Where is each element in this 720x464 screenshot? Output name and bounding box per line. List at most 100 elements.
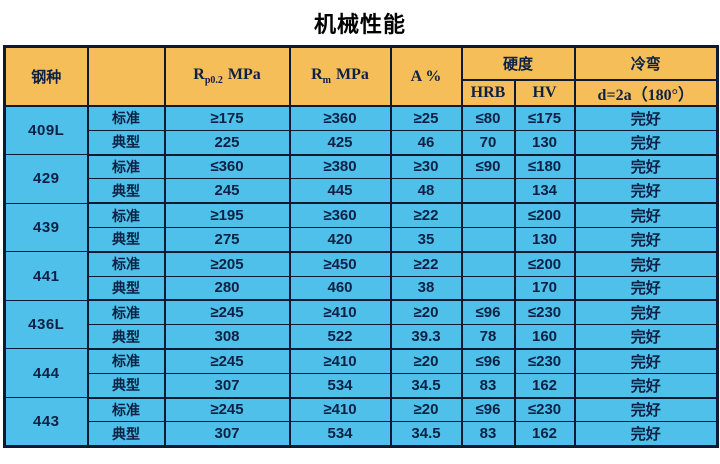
hrb-cell: 78	[460, 324, 516, 350]
hv-cell: ≤200	[513, 202, 576, 228]
table-row: 典型 308 522 39.3 78 160 完好	[5, 324, 719, 350]
rm-cell: 420	[288, 226, 392, 253]
rp02-cell: ≤360	[163, 154, 291, 180]
hv-cell: 162	[513, 421, 576, 448]
steel-grade-cell: 436L	[3, 299, 89, 350]
elongation-cell: 35	[389, 226, 463, 253]
cold-bend-cell: 完好	[573, 372, 719, 399]
rm-cell: ≥410	[288, 397, 392, 423]
header-row-top: 钢种 Rp0.2 MPa Rm MPa A % 硬度 冷弯	[3, 46, 719, 107]
table-row: 409L 标准 ≥175 ≥360 ≥25 ≤80 ≤175 完好	[3, 105, 719, 156]
row-type-cell: 典型	[86, 178, 166, 205]
row-type-cell: 标准	[86, 397, 166, 423]
row-type-cell: 典型	[86, 275, 166, 302]
cold-bend-cell: 完好	[573, 226, 719, 253]
hrb-cell: 70	[460, 129, 516, 156]
elongation-cell: ≥20	[389, 397, 463, 423]
hv-cell: 170	[513, 275, 576, 302]
rp02-cell: ≥245	[163, 397, 291, 423]
rm-cell: 522	[288, 324, 392, 350]
header-cold-bend: 冷弯	[573, 46, 719, 81]
rp02-cell: ≥175	[163, 105, 291, 131]
row-type-cell: 标准	[86, 202, 166, 228]
cold-bend-cell: 完好	[573, 251, 719, 277]
hrb-cell: 83	[460, 421, 516, 448]
elongation-cell: 34.5	[389, 372, 463, 399]
table-row: 439 标准 ≥195 ≥360 ≥22 ≤200 完好	[3, 202, 719, 253]
row-type-cell: 标准	[86, 154, 166, 180]
hrb-cell: 83	[460, 372, 516, 399]
elongation-cell: ≥22	[389, 202, 463, 228]
steel-grade-cell: 409L	[3, 105, 89, 156]
row-type-cell: 标准	[86, 105, 166, 131]
steel-grade-cell: 444	[3, 348, 89, 399]
rp02-cell: 307	[163, 372, 291, 399]
header-steel-grade: 钢种	[3, 46, 89, 107]
rp02-cell: 275	[163, 226, 291, 253]
rp02-cell: 307	[163, 421, 291, 448]
hv-cell: 134	[513, 178, 576, 205]
table-row: 429 标准 ≤360 ≥380 ≥30 ≤90 ≤180 完好	[3, 154, 719, 204]
table-row: 441 标准 ≥205 ≥450 ≥22 ≤200 完好	[3, 251, 719, 301]
table-row: 典型 225 425 46 70 130 完好	[5, 129, 719, 156]
rp02-label: Rp0.2 MPa	[193, 66, 261, 87]
cold-bend-cell: 完好	[573, 275, 719, 302]
header-cold-bend-detail: d=2a（180°）	[573, 79, 719, 107]
hrb-cell	[460, 251, 516, 277]
table-header: 钢种 Rp0.2 MPa Rm MPa A % 硬度 冷弯 HRB HV d=2a（…	[3, 46, 719, 107]
steel-grade-cell: 439	[3, 202, 89, 253]
page-title: 机械性能	[313, 12, 406, 37]
rp02-cell: 225	[163, 129, 291, 156]
header-rp02: Rp0.2 MPa	[163, 46, 291, 107]
elongation-cell: 39.3	[389, 324, 463, 350]
row-type-cell: 标准	[86, 251, 166, 277]
hrb-cell: ≤90	[460, 154, 516, 180]
rm-cell: ≥360	[288, 105, 392, 131]
cold-bend-cell: 完好	[573, 129, 719, 156]
header-row-sub: HRB HV d=2a（180°）	[5, 79, 719, 107]
elongation-cell: ≥25	[389, 105, 463, 131]
rm-cell: ≥410	[288, 299, 392, 326]
elongation-cell: ≥20	[389, 348, 463, 374]
cold-bend-cell: 完好	[573, 348, 719, 374]
hv-cell: ≤200	[513, 251, 576, 277]
elongation-cell: ≥30	[389, 154, 463, 180]
rp02-cell: ≥245	[163, 348, 291, 374]
hv-cell: ≤230	[513, 397, 576, 423]
cold-bend-cell: 完好	[573, 324, 719, 350]
hrb-cell: ≤96	[460, 348, 516, 374]
rm-cell: ≥450	[288, 251, 392, 277]
hrb-cell	[460, 178, 516, 205]
rm-cell: ≥410	[288, 348, 392, 374]
hv-cell: 130	[513, 226, 576, 253]
hrb-cell	[460, 275, 516, 302]
table-row: 典型 275 420 35 130 完好	[5, 226, 719, 253]
header-hrb: HRB	[460, 79, 516, 107]
mechanical-properties-table: 钢种 Rp0.2 MPa Rm MPa A % 硬度 冷弯 HRB HV d=2a（…	[3, 45, 720, 449]
header-hardness: 硬度	[460, 46, 576, 81]
rp02-cell: ≥195	[163, 202, 291, 228]
rp02-cell: 308	[163, 324, 291, 350]
row-type-cell: 典型	[86, 372, 166, 399]
table-body: 409L 标准 ≥175 ≥360 ≥25 ≤80 ≤175 完好 典型 225 425 46 70 13…	[3, 105, 719, 448]
hv-cell: 160	[513, 324, 576, 350]
table-row: 典型 245 445 48 134 完好	[5, 178, 719, 205]
header-hv: HV	[513, 79, 576, 107]
rp02-cell: 280	[163, 275, 291, 302]
rm-cell: 534	[288, 372, 392, 399]
rm-cell: 425	[288, 129, 392, 156]
table-row: 典型 307 534 34.5 83 162 完好	[5, 372, 719, 399]
steel-grade-cell: 443	[3, 397, 89, 448]
header-elongation: A %	[389, 46, 463, 107]
hrb-cell	[460, 202, 516, 228]
rm-cell: ≥360	[288, 202, 392, 228]
hrb-cell: ≤80	[460, 105, 516, 131]
elongation-cell: 34.5	[389, 421, 463, 448]
rm-label: Rm MPa	[311, 66, 369, 87]
table-row: 436L 标准 ≥245 ≥410 ≥20 ≤96 ≤230 完好	[3, 299, 719, 350]
cold-bend-cell: 完好	[573, 154, 719, 180]
table-row: 典型 307 534 34.5 83 162 完好	[5, 421, 719, 448]
elongation-cell: 38	[389, 275, 463, 302]
hv-cell: ≤230	[513, 348, 576, 374]
cold-bend-cell: 完好	[573, 202, 719, 228]
